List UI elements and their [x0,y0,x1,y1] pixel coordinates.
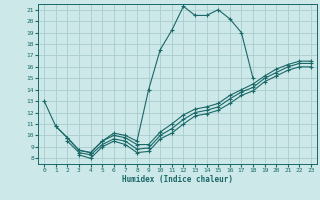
X-axis label: Humidex (Indice chaleur): Humidex (Indice chaleur) [122,175,233,184]
